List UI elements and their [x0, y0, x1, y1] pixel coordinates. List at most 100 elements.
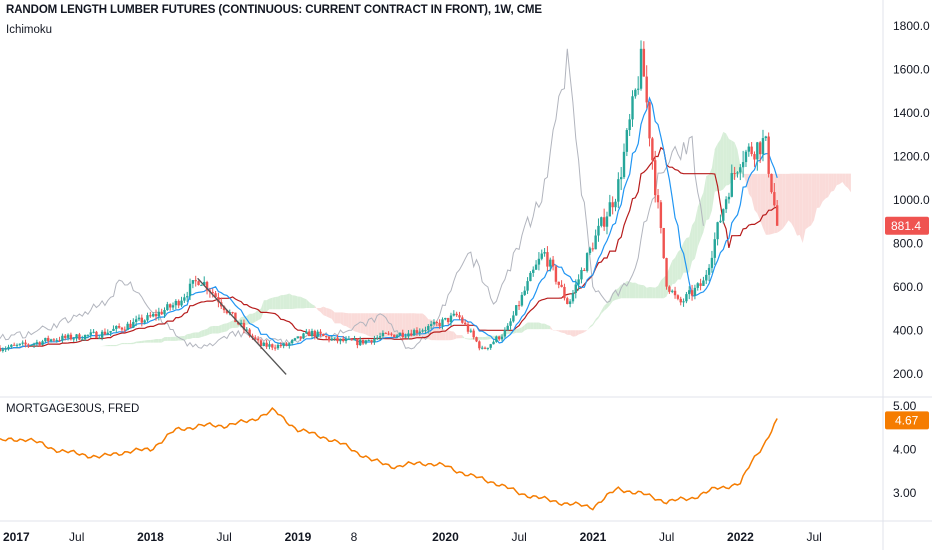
- time-axis-tick: Jul: [217, 530, 232, 544]
- cloud-segment: [156, 338, 159, 343]
- indicator-label[interactable]: Ichimoku: [6, 24, 53, 36]
- cloud-segment: [382, 313, 386, 337]
- cloud-segment: [805, 173, 809, 230]
- candle: [1, 347, 5, 353]
- cloud-segment: [703, 176, 707, 233]
- cloud-segment: [595, 316, 599, 322]
- candle-body: [506, 325, 509, 331]
- cloud-segment: [317, 308, 321, 312]
- candle-body: [75, 334, 78, 339]
- candle-body: [631, 96, 634, 120]
- candle: [563, 283, 566, 301]
- trend-line-drawing[interactable]: [197, 277, 287, 375]
- candle: [421, 328, 424, 333]
- cloud-segment: [785, 173, 789, 225]
- candle: [183, 293, 186, 303]
- candle: [276, 342, 280, 350]
- candle-body: [288, 343, 291, 346]
- candle-body: [636, 88, 640, 90]
- candle: [81, 335, 84, 341]
- candle: [486, 347, 490, 351]
- candle: [537, 252, 541, 271]
- candle: [256, 336, 260, 344]
- cloud-segment: [694, 207, 698, 259]
- cloud-segment: [479, 336, 483, 340]
- cloud-segment: [465, 338, 469, 340]
- candle-body: [248, 329, 251, 336]
- cloud-segment: [726, 133, 729, 186]
- candle: [262, 341, 265, 347]
- candle-body: [344, 338, 348, 342]
- cloud-segment: [828, 173, 832, 198]
- cloud-segment: [346, 312, 349, 328]
- candle-body: [475, 337, 478, 342]
- price-axis-tick: 1000.0: [893, 193, 930, 207]
- candle-body: [532, 269, 535, 273]
- cloud-segment: [456, 335, 460, 339]
- candle-body: [265, 342, 268, 347]
- cloud-segment: [377, 313, 381, 336]
- candle: [307, 329, 311, 337]
- candle: [282, 342, 285, 349]
- cloud-segment: [329, 308, 332, 319]
- candle-body: [719, 220, 722, 223]
- cloud-segment: [107, 344, 111, 347]
- candle-body: [540, 253, 543, 259]
- candle-body: [705, 274, 708, 281]
- candle-body: [282, 343, 285, 347]
- cloud-segment: [119, 342, 122, 346]
- candle-body: [361, 339, 365, 344]
- candle-body: [741, 162, 745, 168]
- candle-body: [480, 347, 484, 349]
- candle: [126, 321, 129, 331]
- chart-title: RANDOM LENGTH LUMBER FUTURES (CONTINUOUS…: [6, 4, 542, 16]
- candle: [713, 232, 716, 266]
- cloud-segment: [564, 330, 568, 335]
- candle: [566, 296, 569, 305]
- candle: [625, 128, 629, 157]
- subpane-label[interactable]: MORTGAGE30US, FRED: [6, 403, 140, 415]
- cloud-segment: [433, 320, 437, 341]
- cloud-segment: [204, 328, 208, 337]
- cloud-segment: [164, 337, 168, 341]
- cloud-segment: [170, 336, 174, 341]
- candle-body: [407, 333, 410, 337]
- cloud-segment: [462, 335, 466, 339]
- candle-body: [203, 281, 206, 285]
- cloud-segment: [113, 344, 117, 347]
- cloud-segment: [286, 293, 290, 309]
- cloud-segment: [814, 173, 817, 221]
- candle-body: [55, 339, 58, 341]
- candle-body: [49, 339, 53, 342]
- cloud-segment: [541, 323, 545, 330]
- candle: [404, 333, 407, 339]
- cloud-segment: [848, 173, 851, 193]
- cloud-segment: [658, 280, 661, 299]
- candle: [503, 327, 507, 339]
- candle-body: [10, 344, 13, 347]
- candle: [733, 166, 736, 180]
- cloud-segment: [419, 313, 423, 340]
- cloud-segment: [782, 173, 786, 229]
- candle-body: [120, 327, 124, 330]
- cloud-segment: [371, 313, 375, 337]
- candle-body: [285, 343, 288, 346]
- candle: [636, 76, 640, 95]
- cloud-segment: [283, 294, 287, 309]
- cloud-segment: [825, 173, 829, 199]
- candle-body: [115, 326, 118, 329]
- candle-body: [324, 336, 328, 338]
- candle-body: [668, 286, 671, 292]
- candle: [631, 90, 634, 127]
- candle: [120, 326, 124, 332]
- candle: [651, 136, 654, 170]
- cloud-segment: [343, 312, 347, 327]
- cloud-segment: [538, 322, 542, 330]
- candle-body: [7, 346, 10, 349]
- candle-body: [381, 332, 385, 337]
- price-axis-tick: 1200.0: [893, 150, 930, 164]
- cloud-segment: [368, 313, 372, 337]
- candle: [427, 324, 430, 334]
- candle-body: [387, 333, 390, 335]
